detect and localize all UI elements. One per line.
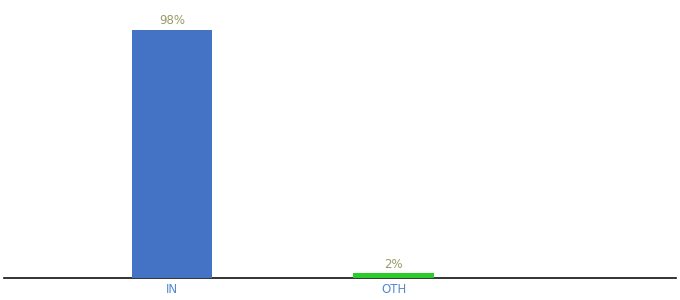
Text: 2%: 2% <box>384 258 403 271</box>
Bar <box>354 273 434 278</box>
Bar <box>132 29 212 278</box>
Text: 98%: 98% <box>159 14 185 28</box>
